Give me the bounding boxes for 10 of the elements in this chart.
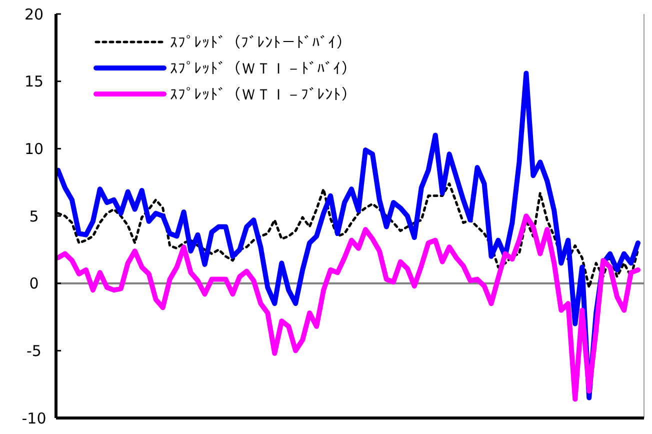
y-tick-label: 20 xyxy=(24,5,44,24)
y-tick-label: 5 xyxy=(29,207,39,226)
y-tick-label: 10 xyxy=(24,140,44,158)
legend-label: ｽﾌﾟﾚｯﾄﾞ（ＷＴＩ－ﾌﾞﾚﾝﾄ） xyxy=(170,85,356,104)
legend-label: ｽﾌﾟﾚｯﾄﾞ（ﾌﾞﾚﾝﾄ－ﾄﾞﾊﾞｲ） xyxy=(170,33,351,52)
y-tick-label: 15 xyxy=(24,72,44,91)
legend-label: ｽﾌﾟﾚｯﾄﾞ（ＷＴＩ－ﾄﾞﾊﾞｲ） xyxy=(170,59,356,78)
y-tick-label: -5 xyxy=(26,342,42,360)
y-tick-label: -10 xyxy=(22,409,46,428)
y-tick-label: 0 xyxy=(29,274,39,293)
